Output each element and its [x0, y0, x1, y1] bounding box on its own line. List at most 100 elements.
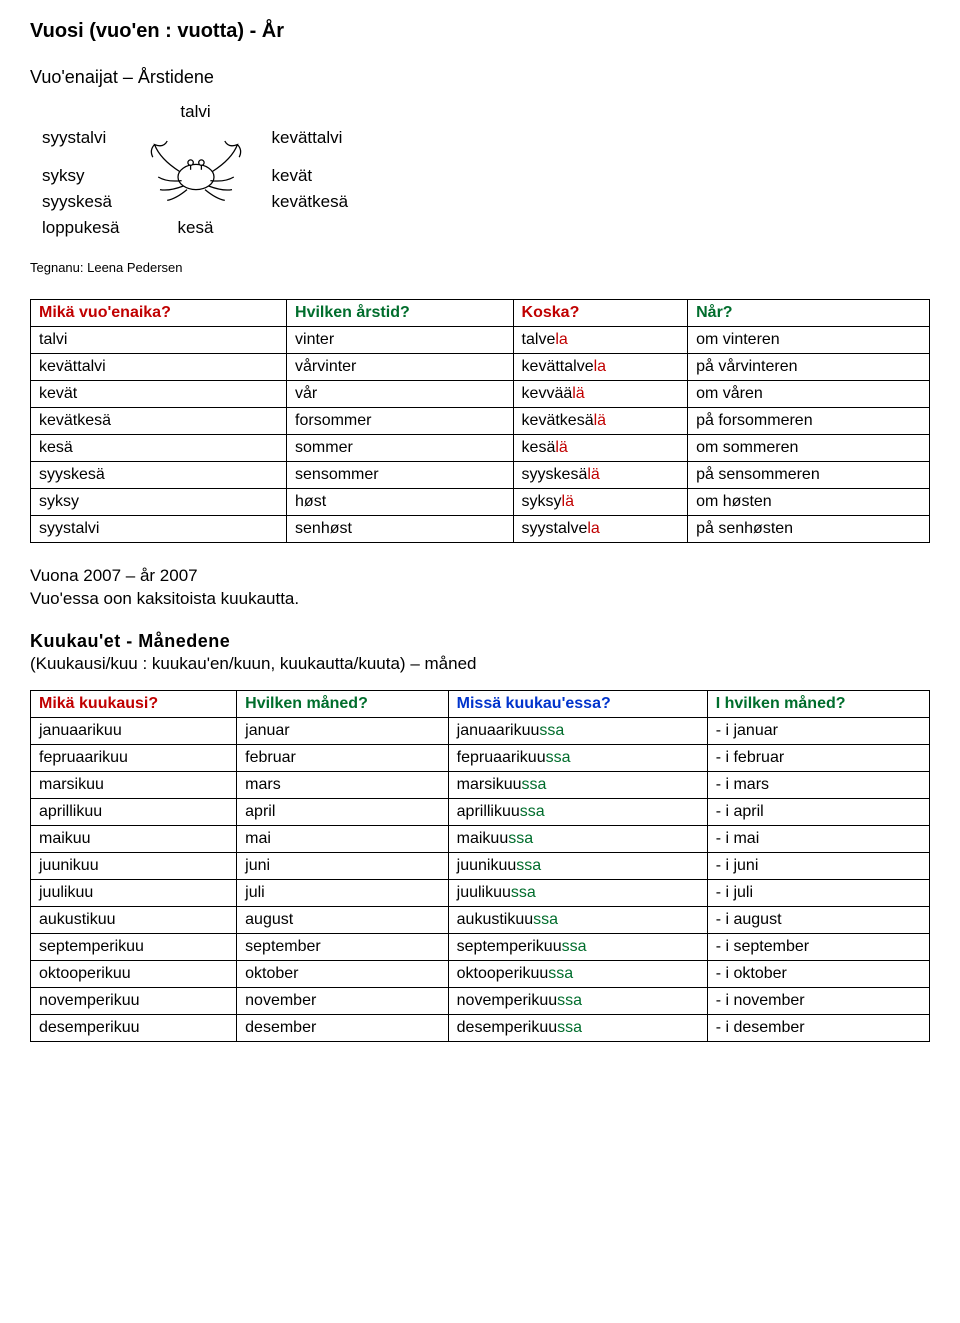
cell: talvi: [31, 327, 287, 354]
cell: - i mars: [707, 771, 929, 798]
cell: vår: [287, 381, 514, 408]
cell: - i februar: [707, 744, 929, 771]
cell: - i november: [707, 987, 929, 1014]
cell: juunikuu: [31, 852, 237, 879]
cell: juulikuussa: [448, 879, 707, 906]
cell: januaarikuussa: [448, 717, 707, 744]
cell: forsommer: [287, 408, 514, 435]
cell: aprillikuussa: [448, 798, 707, 825]
cell: om våren: [688, 381, 930, 408]
months-subheading: (Kuukausi/kuu : kuukau'en/kuun, kuukautt…: [30, 654, 930, 674]
cell: - i januar: [707, 717, 929, 744]
cell: desemperikuu: [31, 1014, 237, 1041]
season-left-2c: loppukesä: [32, 216, 130, 240]
season-left-2b: syyskesä: [32, 190, 130, 214]
cell: oktooperikuussa: [448, 960, 707, 987]
table-row: aukustikuuaugustaukustikuussa- i august: [31, 906, 930, 933]
cell: sensommer: [287, 462, 514, 489]
table-row: novemperikuunovembernovemperikuussa- i n…: [31, 987, 930, 1014]
cell: septemperikuu: [31, 933, 237, 960]
cell: novemperikuussa: [448, 987, 707, 1014]
cell: juli: [237, 879, 449, 906]
table-row: kevätkesäforsommerkevätkesäläpå forsomme…: [31, 408, 930, 435]
cell: kevätkesä: [31, 408, 287, 435]
table-row: kevättalvivårvinterkevättalvelapå vårvin…: [31, 354, 930, 381]
cell: syystalvi: [31, 516, 287, 543]
table-row: aprillikuuaprilaprillikuussa- i april: [31, 798, 930, 825]
cell: om sommeren: [688, 435, 930, 462]
cell: mai: [237, 825, 449, 852]
cell: desember: [237, 1014, 449, 1041]
cell: kesälä: [513, 435, 688, 462]
cell: marsikuu: [31, 771, 237, 798]
table-row: juunikuujunijuunikuussa- i juni: [31, 852, 930, 879]
season-right-2b: kevätkesä: [262, 190, 359, 214]
season-left-1: syystalvi: [32, 126, 130, 150]
cell: på forsommeren: [688, 408, 930, 435]
cell: syyskesälä: [513, 462, 688, 489]
table-header: Når?: [688, 300, 930, 327]
months-table: Mikä kuukausi?Hvilken måned?Missä kuukau…: [30, 690, 930, 1042]
crab-icon: [142, 132, 250, 204]
cell: septemperikuussa: [448, 933, 707, 960]
season-bottom: kesä: [132, 216, 260, 240]
table-header: Hvilken årstid?: [287, 300, 514, 327]
cell: - i april: [707, 798, 929, 825]
subtitle: Vuo'enaijat – Årstidene: [30, 67, 930, 88]
cell: februar: [237, 744, 449, 771]
cell: kevättalvela: [513, 354, 688, 381]
cell: januar: [237, 717, 449, 744]
table-row: kevätvårkevvääläom våren: [31, 381, 930, 408]
cell: om høsten: [688, 489, 930, 516]
cell: - i oktober: [707, 960, 929, 987]
season-right-2a: kevät: [262, 164, 359, 188]
cell: aukustikuu: [31, 906, 237, 933]
table-row: desemperikuudesemberdesemperikuussa- i d…: [31, 1014, 930, 1041]
cell: august: [237, 906, 449, 933]
season-right-1: kevättalvi: [262, 126, 359, 150]
cell: oktooperikuu: [31, 960, 237, 987]
table-row: syystalvisenhøstsyystalvelapå senhøsten: [31, 516, 930, 543]
cell: på senhøsten: [688, 516, 930, 543]
para-line-1: Vuona 2007 – år 2007: [30, 566, 198, 585]
cell: kevät: [31, 381, 287, 408]
table-row: fepruaarikuufebruarfepruaarikuussa- i fe…: [31, 744, 930, 771]
cell: vårvinter: [287, 354, 514, 381]
cell: aukustikuussa: [448, 906, 707, 933]
cell: kevväälä: [513, 381, 688, 408]
seasons-table: Mikä vuo'enaika?Hvilken årstid?Koska?Når…: [30, 299, 930, 543]
cell: aprillikuu: [31, 798, 237, 825]
cell: mars: [237, 771, 449, 798]
cell: januaarikuu: [31, 717, 237, 744]
page-title: Vuosi (vuo'en : vuotta) - År: [30, 20, 930, 43]
cell: på vårvinteren: [688, 354, 930, 381]
cell: juunikuussa: [448, 852, 707, 879]
cell: syyskesä: [31, 462, 287, 489]
paragraph: Vuona 2007 – år 2007 Vuo'essa oon kaksit…: [30, 565, 930, 611]
cell: om vinteren: [688, 327, 930, 354]
season-top: talvi: [132, 100, 260, 124]
cell: novemperikuu: [31, 987, 237, 1014]
table-row: kesäsommerkesäläom sommeren: [31, 435, 930, 462]
table-header: Hvilken måned?: [237, 690, 449, 717]
cell: maikuussa: [448, 825, 707, 852]
cell: - i juni: [707, 852, 929, 879]
cell: fepruaarikuussa: [448, 744, 707, 771]
illustration-caption: Tegnanu: Leena Pedersen: [30, 260, 930, 275]
cell: desemperikuussa: [448, 1014, 707, 1041]
cell: - i juli: [707, 879, 929, 906]
cell: september: [237, 933, 449, 960]
cell: kesä: [31, 435, 287, 462]
table-row: syyskesäsensommersyyskesäläpå sensommere…: [31, 462, 930, 489]
table-header: Mikä kuukausi?: [31, 690, 237, 717]
cell: - i mai: [707, 825, 929, 852]
cell: - i september: [707, 933, 929, 960]
table-row: talvivintertalvelaom vinteren: [31, 327, 930, 354]
cell: april: [237, 798, 449, 825]
cell: juulikuu: [31, 879, 237, 906]
cell: - i desember: [707, 1014, 929, 1041]
table-row: marsikuumarsmarsikuussa- i mars: [31, 771, 930, 798]
cell: senhøst: [287, 516, 514, 543]
cell: fepruaarikuu: [31, 744, 237, 771]
cell: vinter: [287, 327, 514, 354]
